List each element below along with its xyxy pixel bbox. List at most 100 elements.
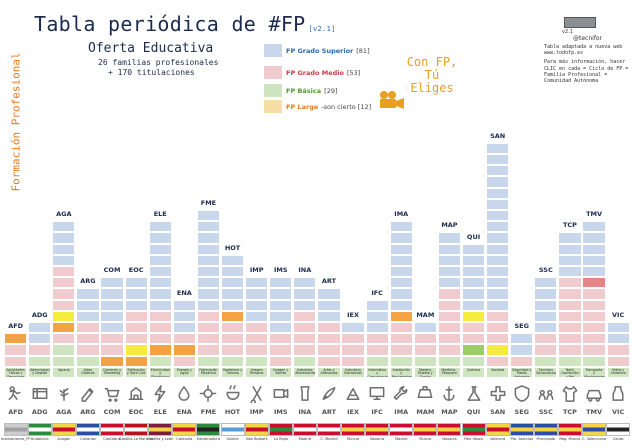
cycle-cell-com[interactable]: Comercio y Marketing	[100, 366, 124, 378]
cycle-cell-ele[interactable]	[148, 299, 172, 311]
cycle-cell-qui[interactable]	[461, 299, 486, 311]
cycle-cell-qui[interactable]	[461, 310, 486, 322]
cycle-cell-san[interactable]	[486, 165, 510, 177]
cycle-cell-com[interactable]	[100, 344, 124, 356]
family-code-qui[interactable]: QUI	[466, 232, 481, 241]
eoc-family-icon[interactable]	[126, 384, 146, 403]
cycle-cell-ima[interactable]	[389, 333, 413, 345]
region-label[interactable]: Cataluña	[176, 437, 193, 441]
cycle-cell-com[interactable]	[100, 277, 124, 289]
cycle-cell-fme[interactable]	[196, 333, 221, 345]
cycle-cell-qui[interactable]	[461, 355, 486, 367]
cycle-cell-san[interactable]	[486, 344, 510, 356]
region-flag[interactable]	[582, 423, 607, 436]
region-label[interactable]: Castilla y León	[147, 437, 174, 441]
region-label[interactable]: Aragón	[57, 437, 71, 441]
cycle-cell-eoc[interactable]	[124, 310, 148, 322]
cycle-cell-tmv[interactable]	[582, 355, 606, 367]
region-label[interactable]: La Rioja	[273, 437, 288, 441]
cycle-cell-vic[interactable]	[606, 322, 630, 334]
family-code-ims[interactable]: IMS	[273, 266, 288, 275]
cycle-cell-aga[interactable]	[52, 254, 76, 266]
cycle-cell-ima[interactable]	[389, 322, 413, 334]
cycle-cell-aga[interactable]	[52, 299, 76, 311]
cycle-cell-san[interactable]	[486, 243, 510, 255]
cycle-cell-imp[interactable]: Imagen Personal	[245, 366, 269, 378]
cycle-cell-ina[interactable]	[293, 299, 317, 311]
region-flag[interactable]	[124, 423, 149, 436]
cycle-cell-map[interactable]	[437, 232, 462, 244]
region-flag[interactable]	[244, 423, 269, 436]
family-code-adg[interactable]: ADG	[31, 311, 48, 319]
cycle-cell-ele[interactable]	[148, 277, 172, 289]
cycle-cell-qui[interactable]	[461, 322, 486, 334]
cycle-cell-ena[interactable]: Energía y Agua	[172, 366, 196, 378]
region-label[interactable]: País Vasco	[464, 437, 483, 441]
cycle-cell-vic[interactable]	[606, 355, 630, 367]
cycle-cell-iex[interactable]	[341, 355, 365, 367]
cycle-cell-ina[interactable]	[293, 310, 317, 322]
cycle-cell-seg[interactable]	[510, 344, 534, 356]
cycle-cell-ssc[interactable]	[534, 322, 558, 334]
cycle-cell-mam[interactable]	[413, 344, 437, 356]
family-code-ima[interactable]: IMA	[394, 210, 409, 219]
mam-family-icon[interactable]	[415, 384, 435, 403]
cycle-cell-arg[interactable]	[76, 344, 100, 356]
region-flag[interactable]	[3, 423, 28, 436]
cycle-cell-imp[interactable]	[245, 322, 269, 334]
cycle-cell-tcp[interactable]	[558, 310, 582, 322]
cycle-cell-ims[interactable]	[269, 288, 293, 300]
cycle-cell-arg[interactable]	[76, 333, 100, 345]
cycle-cell-ima[interactable]	[389, 310, 413, 322]
cycle-cell-san[interactable]	[486, 154, 510, 166]
iex-family-icon[interactable]	[343, 384, 363, 403]
cycle-cell-qui[interactable]: Química	[461, 366, 486, 378]
cycle-cell-afd[interactable]	[4, 355, 28, 367]
region-flag[interactable]	[437, 423, 462, 436]
cycle-cell-ssc[interactable]	[534, 344, 558, 356]
cycle-cell-ina[interactable]	[293, 277, 317, 289]
ena-family-icon[interactable]	[174, 384, 194, 403]
cycle-cell-tcp[interactable]	[558, 344, 582, 356]
cycle-cell-art[interactable]	[317, 288, 341, 300]
family-code-ifc[interactable]: IFC	[371, 288, 383, 297]
region-label[interactable]: Canarias	[80, 437, 96, 441]
region-flag[interactable]	[51, 423, 76, 436]
cycle-cell-fme[interactable]	[196, 221, 221, 233]
cycle-cell-fme[interactable]	[196, 299, 221, 311]
cycle-cell-vic[interactable]	[606, 344, 630, 356]
cycle-cell-hot[interactable]	[220, 299, 245, 311]
cycle-cell-ena[interactable]	[172, 344, 196, 356]
cycle-cell-aga[interactable]	[52, 277, 76, 289]
cycle-cell-ims[interactable]: Imagen y Sonido	[269, 366, 293, 378]
cycle-cell-imp[interactable]	[245, 310, 269, 322]
cycle-cell-tcp[interactable]	[558, 333, 582, 345]
cycle-cell-iex[interactable]	[341, 333, 365, 345]
cycle-cell-map[interactable]	[437, 288, 462, 300]
region-label[interactable]: Murcia	[419, 437, 432, 441]
aga-family-icon[interactable]	[54, 384, 74, 403]
cycle-cell-imp[interactable]	[245, 277, 269, 289]
cycle-cell-art[interactable]: Artes y Artesanías	[317, 366, 341, 378]
cycle-cell-ifc[interactable]: Informática y Comunicaciones	[365, 366, 389, 378]
cycle-cell-tmv[interactable]: Transporte y Mantenimiento de Vehículos	[582, 366, 606, 378]
cycle-cell-mam[interactable]	[413, 355, 437, 367]
cycle-cell-hot[interactable]: Hostelería y Turismo	[220, 366, 245, 378]
adg-family-icon[interactable]	[30, 384, 50, 403]
ims-family-icon[interactable]	[271, 384, 291, 403]
cycle-cell-aga[interactable]	[52, 243, 76, 255]
cycle-cell-tcp[interactable]	[558, 232, 582, 244]
cycle-cell-san[interactable]	[486, 333, 510, 345]
cycle-cell-map[interactable]	[437, 310, 462, 322]
cycle-cell-hot[interactable]	[220, 333, 245, 345]
cycle-cell-com[interactable]	[100, 310, 124, 322]
cycle-cell-arg[interactable]	[76, 310, 100, 322]
cycle-cell-tcp[interactable]	[558, 254, 582, 266]
cycle-cell-hot[interactable]	[220, 277, 245, 289]
cycle-cell-mam[interactable]	[413, 322, 437, 334]
cycle-cell-ifc[interactable]	[365, 333, 389, 345]
region-flag[interactable]	[75, 423, 100, 436]
family-code-iex[interactable]: IEX	[347, 311, 359, 319]
cycle-cell-qui[interactable]	[461, 344, 486, 356]
cycle-cell-ina[interactable]	[293, 288, 317, 300]
